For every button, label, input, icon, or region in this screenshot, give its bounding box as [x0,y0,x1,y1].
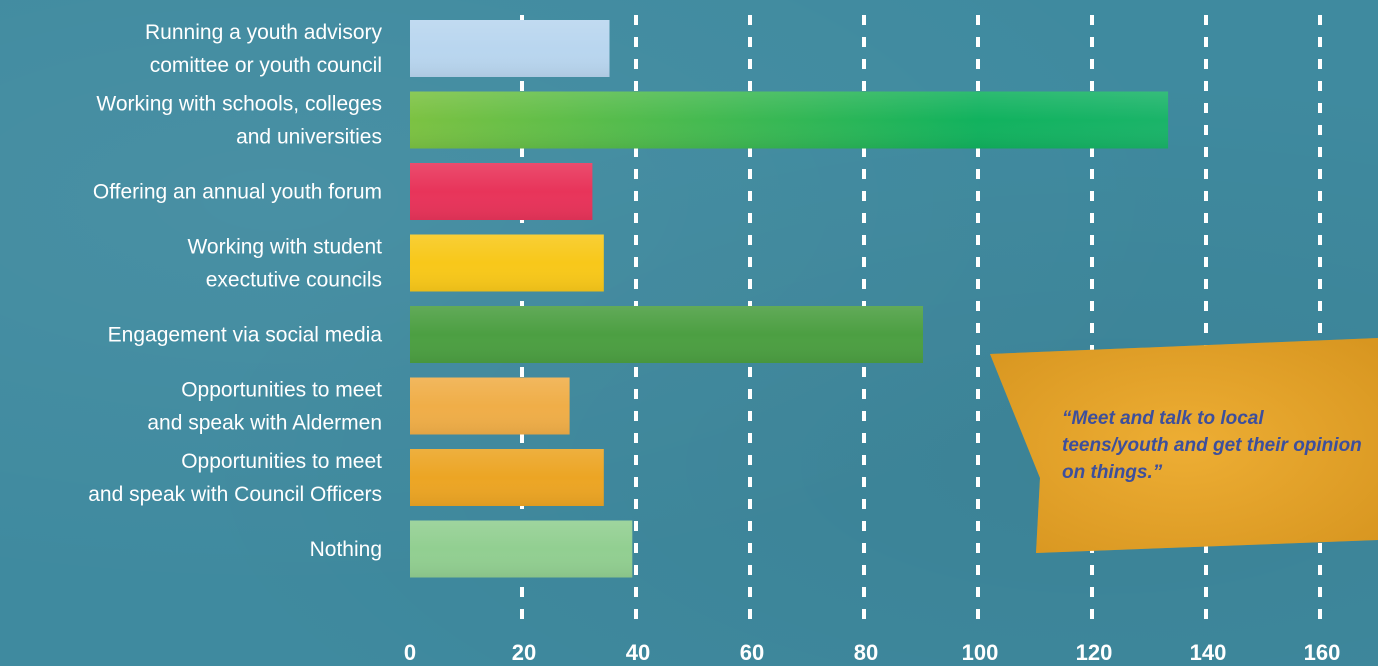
category-label: Opportunities to meet [181,450,382,473]
category-label: Offering an annual youth forum [93,181,382,204]
category-label: exectutive councils [206,269,382,292]
bar-sheen [410,163,593,220]
category-label: and universities [236,126,382,149]
bar-sheen [410,20,610,77]
x-tick-label: 120 [1076,640,1113,665]
x-tick-label: 20 [512,640,536,665]
category-label: and speak with Council Officers [88,483,382,506]
category-label: Working with schools, colleges [96,93,382,116]
category-label: Engagement via social media [108,324,383,347]
bar-sheen [410,306,923,363]
x-tick-label: 60 [740,640,764,665]
bar-sheen [410,520,633,578]
category-label: Nothing [310,538,382,561]
x-tick-label: 160 [1304,640,1341,665]
callout-quote: “Meet and talk to local teens/youth and … [1062,408,1362,483]
quote-callout [990,338,1378,553]
category-label: Opportunities to meet [181,379,382,402]
category-label: Working with student [187,236,382,259]
x-tick-label: 140 [1190,640,1227,665]
category-label: comittee or youth council [150,54,382,77]
bar-sheen [410,449,604,506]
category-label: Running a youth advisory [145,21,382,44]
bar-sheen [410,377,570,435]
bar-sheen [410,91,1169,149]
x-tick-label: 40 [626,640,650,665]
x-tick-label: 0 [404,640,416,665]
category-label: and speak with Aldermen [147,412,382,435]
x-tick-label: 80 [854,640,878,665]
bar-sheen [410,234,604,292]
x-tick-label: 100 [962,640,999,665]
